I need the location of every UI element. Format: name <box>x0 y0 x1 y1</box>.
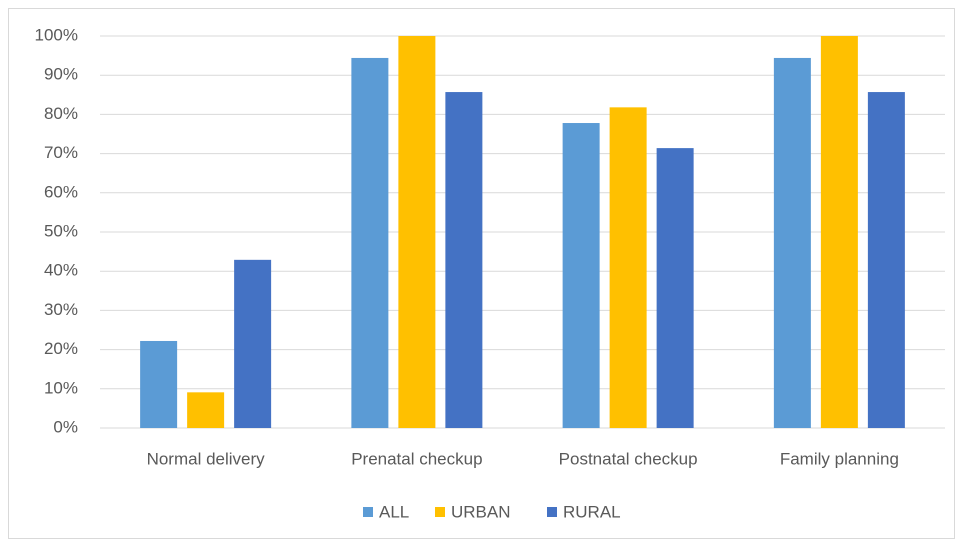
y-tick-label: 80% <box>44 104 78 123</box>
bar <box>609 107 647 429</box>
x-tick-label: Family planning <box>780 449 899 468</box>
x-tick-label: Postnatal checkup <box>559 449 698 468</box>
legend-swatch <box>547 507 557 517</box>
bar <box>820 36 858 428</box>
y-tick-label: 50% <box>44 221 78 240</box>
y-tick-label: 0% <box>53 417 78 436</box>
y-tick-label: 90% <box>44 65 78 84</box>
y-tick-label: 30% <box>44 300 78 319</box>
bar <box>773 57 811 429</box>
bar <box>656 148 694 428</box>
bar <box>562 123 600 429</box>
legend-label: RURAL <box>563 502 621 521</box>
y-tick-label: 40% <box>44 261 78 280</box>
x-tick-label: Prenatal checkup <box>351 449 482 468</box>
legend-label: ALL <box>379 502 409 521</box>
y-tick-label: 10% <box>44 378 78 397</box>
bar <box>234 259 272 428</box>
y-tick-label: 60% <box>44 182 78 201</box>
legend-label: URBAN <box>451 502 511 521</box>
bar <box>351 57 389 429</box>
legend-swatch <box>363 507 373 517</box>
y-tick-label: 100% <box>35 25 78 44</box>
x-tick-label: Normal delivery <box>147 449 266 468</box>
bar <box>445 92 483 428</box>
legend-swatch <box>435 507 445 517</box>
y-tick-label: 20% <box>44 339 78 358</box>
bar <box>398 36 436 428</box>
bar <box>140 340 178 428</box>
bar <box>187 392 225 428</box>
y-tick-label: 70% <box>44 143 78 162</box>
bar <box>867 92 905 428</box>
